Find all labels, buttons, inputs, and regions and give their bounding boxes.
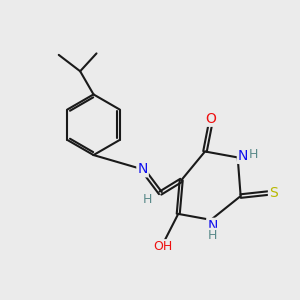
Text: H: H	[208, 229, 217, 242]
Text: H: H	[143, 193, 153, 206]
Text: OH: OH	[154, 240, 173, 253]
Text: N: N	[137, 162, 148, 176]
Text: S: S	[269, 186, 278, 200]
Text: O: O	[205, 112, 216, 126]
Text: N: N	[207, 219, 218, 233]
Text: H: H	[248, 148, 258, 161]
Text: N: N	[238, 149, 248, 163]
